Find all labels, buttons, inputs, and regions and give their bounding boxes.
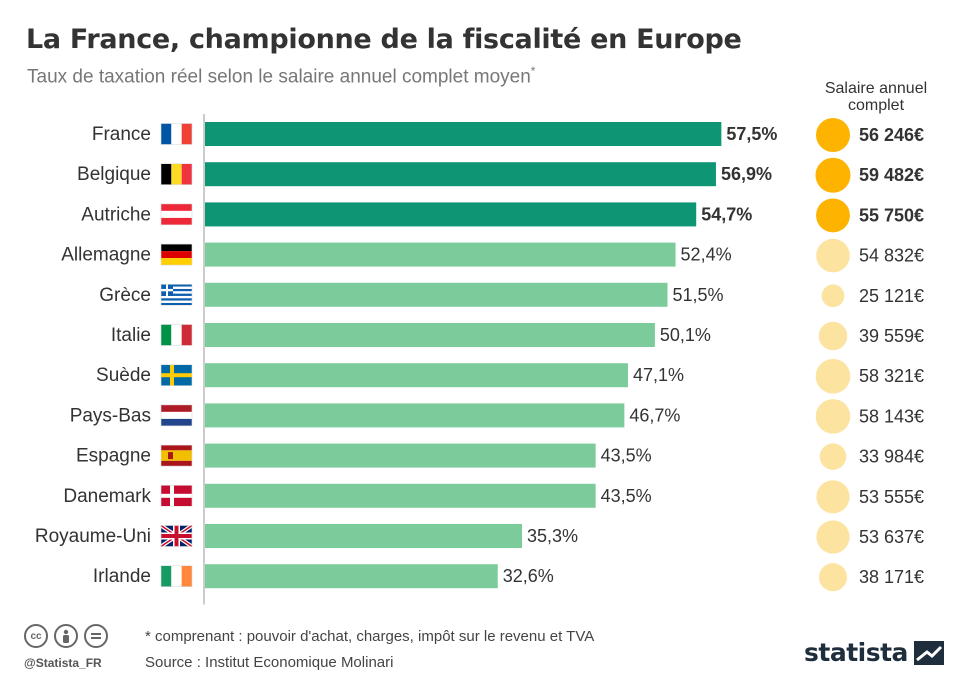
bar[interactable] bbox=[205, 363, 628, 388]
twitter-handle: @Statista_FR bbox=[24, 656, 102, 670]
country-label: Pays-Bas bbox=[70, 405, 151, 426]
attribution-icon bbox=[54, 624, 78, 648]
statista-logo[interactable]: statista bbox=[804, 638, 944, 667]
bar[interactable] bbox=[205, 162, 716, 187]
bar-value-label: 56,9% bbox=[721, 164, 772, 184]
country-label: Espagne bbox=[76, 446, 151, 467]
flag-france-icon bbox=[160, 123, 193, 145]
bar-value-label: 43,5% bbox=[601, 446, 652, 466]
salary-bubble bbox=[815, 117, 851, 153]
salary-label: 53 555€ bbox=[859, 487, 924, 507]
chart-subtitle: Taux de taxation réel selon le salaire a… bbox=[27, 64, 535, 88]
salary-bubble bbox=[819, 443, 847, 470]
bar[interactable] bbox=[205, 242, 676, 267]
salary-label: 56 246€ bbox=[859, 125, 924, 145]
salary-label: 33 984€ bbox=[859, 447, 924, 467]
country-label: Irlande bbox=[93, 566, 151, 587]
bar[interactable] bbox=[205, 443, 596, 468]
flag-uk-icon bbox=[159, 523, 194, 549]
salary-label: 58 321€ bbox=[859, 366, 924, 386]
salary-label: 25 121€ bbox=[859, 286, 924, 306]
no-derivatives-icon bbox=[84, 624, 108, 648]
salary-label: 39 559€ bbox=[859, 326, 924, 346]
salary-bubble bbox=[816, 480, 850, 514]
bar[interactable] bbox=[205, 524, 522, 548]
country-label: Allemagne bbox=[61, 245, 151, 266]
license-icons: cc bbox=[24, 624, 108, 648]
flag-spain-icon bbox=[160, 444, 193, 467]
country-label: Belgique bbox=[77, 164, 151, 185]
salary-label: 55 750€ bbox=[859, 205, 924, 225]
country-label: Autriche bbox=[81, 204, 151, 225]
bar-value-label: 32,6% bbox=[503, 566, 554, 586]
country-label: Royaume-Uni bbox=[35, 526, 151, 547]
salary-column-header: Salaire annuel complet bbox=[824, 80, 928, 114]
footnote: * comprenant : pouvoir d'achat, charges,… bbox=[145, 628, 595, 645]
flag-greece-icon bbox=[160, 283, 193, 306]
bar[interactable] bbox=[205, 564, 498, 589]
subtitle-text: Taux de taxation réel selon le salaire a… bbox=[27, 66, 531, 88]
flag-ireland-icon bbox=[160, 565, 193, 588]
country-label: Danemark bbox=[63, 486, 151, 507]
bar[interactable] bbox=[205, 483, 596, 508]
creative-commons-icon: cc bbox=[24, 624, 48, 648]
salary-bubble bbox=[815, 157, 851, 193]
salary-bubble bbox=[815, 358, 851, 394]
flag-denmark-icon bbox=[160, 484, 193, 507]
bar[interactable] bbox=[205, 202, 697, 227]
bar[interactable] bbox=[205, 403, 625, 428]
bar-value-label: 50,1% bbox=[660, 325, 711, 345]
salary-label: 59 482€ bbox=[859, 165, 924, 185]
salary-bubble bbox=[818, 321, 848, 351]
chart-title: La France, championne de la fiscalité en… bbox=[26, 24, 742, 55]
country-label: France bbox=[92, 124, 151, 145]
bar[interactable] bbox=[205, 323, 655, 347]
salary-label: 53 637€ bbox=[859, 527, 924, 547]
salary-label: 38 171€ bbox=[859, 567, 924, 587]
salary-bubble bbox=[818, 563, 848, 592]
flag-belgium-icon bbox=[160, 163, 193, 185]
bar-value-label: 43,5% bbox=[601, 486, 652, 506]
statista-logo-text: statista bbox=[804, 638, 908, 667]
bar[interactable] bbox=[205, 122, 722, 146]
country-label: Italie bbox=[111, 325, 151, 346]
bar-value-label: 46,7% bbox=[629, 405, 680, 425]
salary-bubble bbox=[816, 520, 850, 554]
flag-italy-icon bbox=[160, 324, 193, 346]
bar-value-label: 54,7% bbox=[701, 204, 752, 224]
salary-bubble bbox=[816, 238, 850, 273]
flag-germany-icon bbox=[160, 243, 193, 266]
flag-sweden-icon bbox=[160, 364, 193, 387]
salary-label: 58 143€ bbox=[859, 406, 924, 426]
flag-netherlands-icon bbox=[160, 404, 193, 427]
salary-bubble bbox=[816, 198, 850, 233]
bar-value-label: 51,5% bbox=[672, 285, 723, 305]
country-label: Suède bbox=[96, 365, 151, 386]
bar-value-label: 35,3% bbox=[527, 526, 578, 546]
subtitle-footnote-mark: * bbox=[530, 64, 536, 78]
bar[interactable] bbox=[205, 282, 668, 307]
source-note: Source : Institut Economique Molinari bbox=[145, 654, 394, 671]
flag-austria-icon bbox=[160, 203, 193, 226]
statista-logo-icon bbox=[913, 640, 944, 665]
bar-value-label: 52,4% bbox=[681, 245, 732, 265]
country-label: Grèce bbox=[99, 285, 151, 306]
salary-bubble bbox=[815, 399, 851, 434]
salary-label: 54 832€ bbox=[859, 246, 924, 266]
salary-bubble bbox=[821, 284, 845, 308]
bar-value-label: 57,5% bbox=[726, 124, 777, 144]
bar-value-label: 47,1% bbox=[633, 365, 684, 385]
